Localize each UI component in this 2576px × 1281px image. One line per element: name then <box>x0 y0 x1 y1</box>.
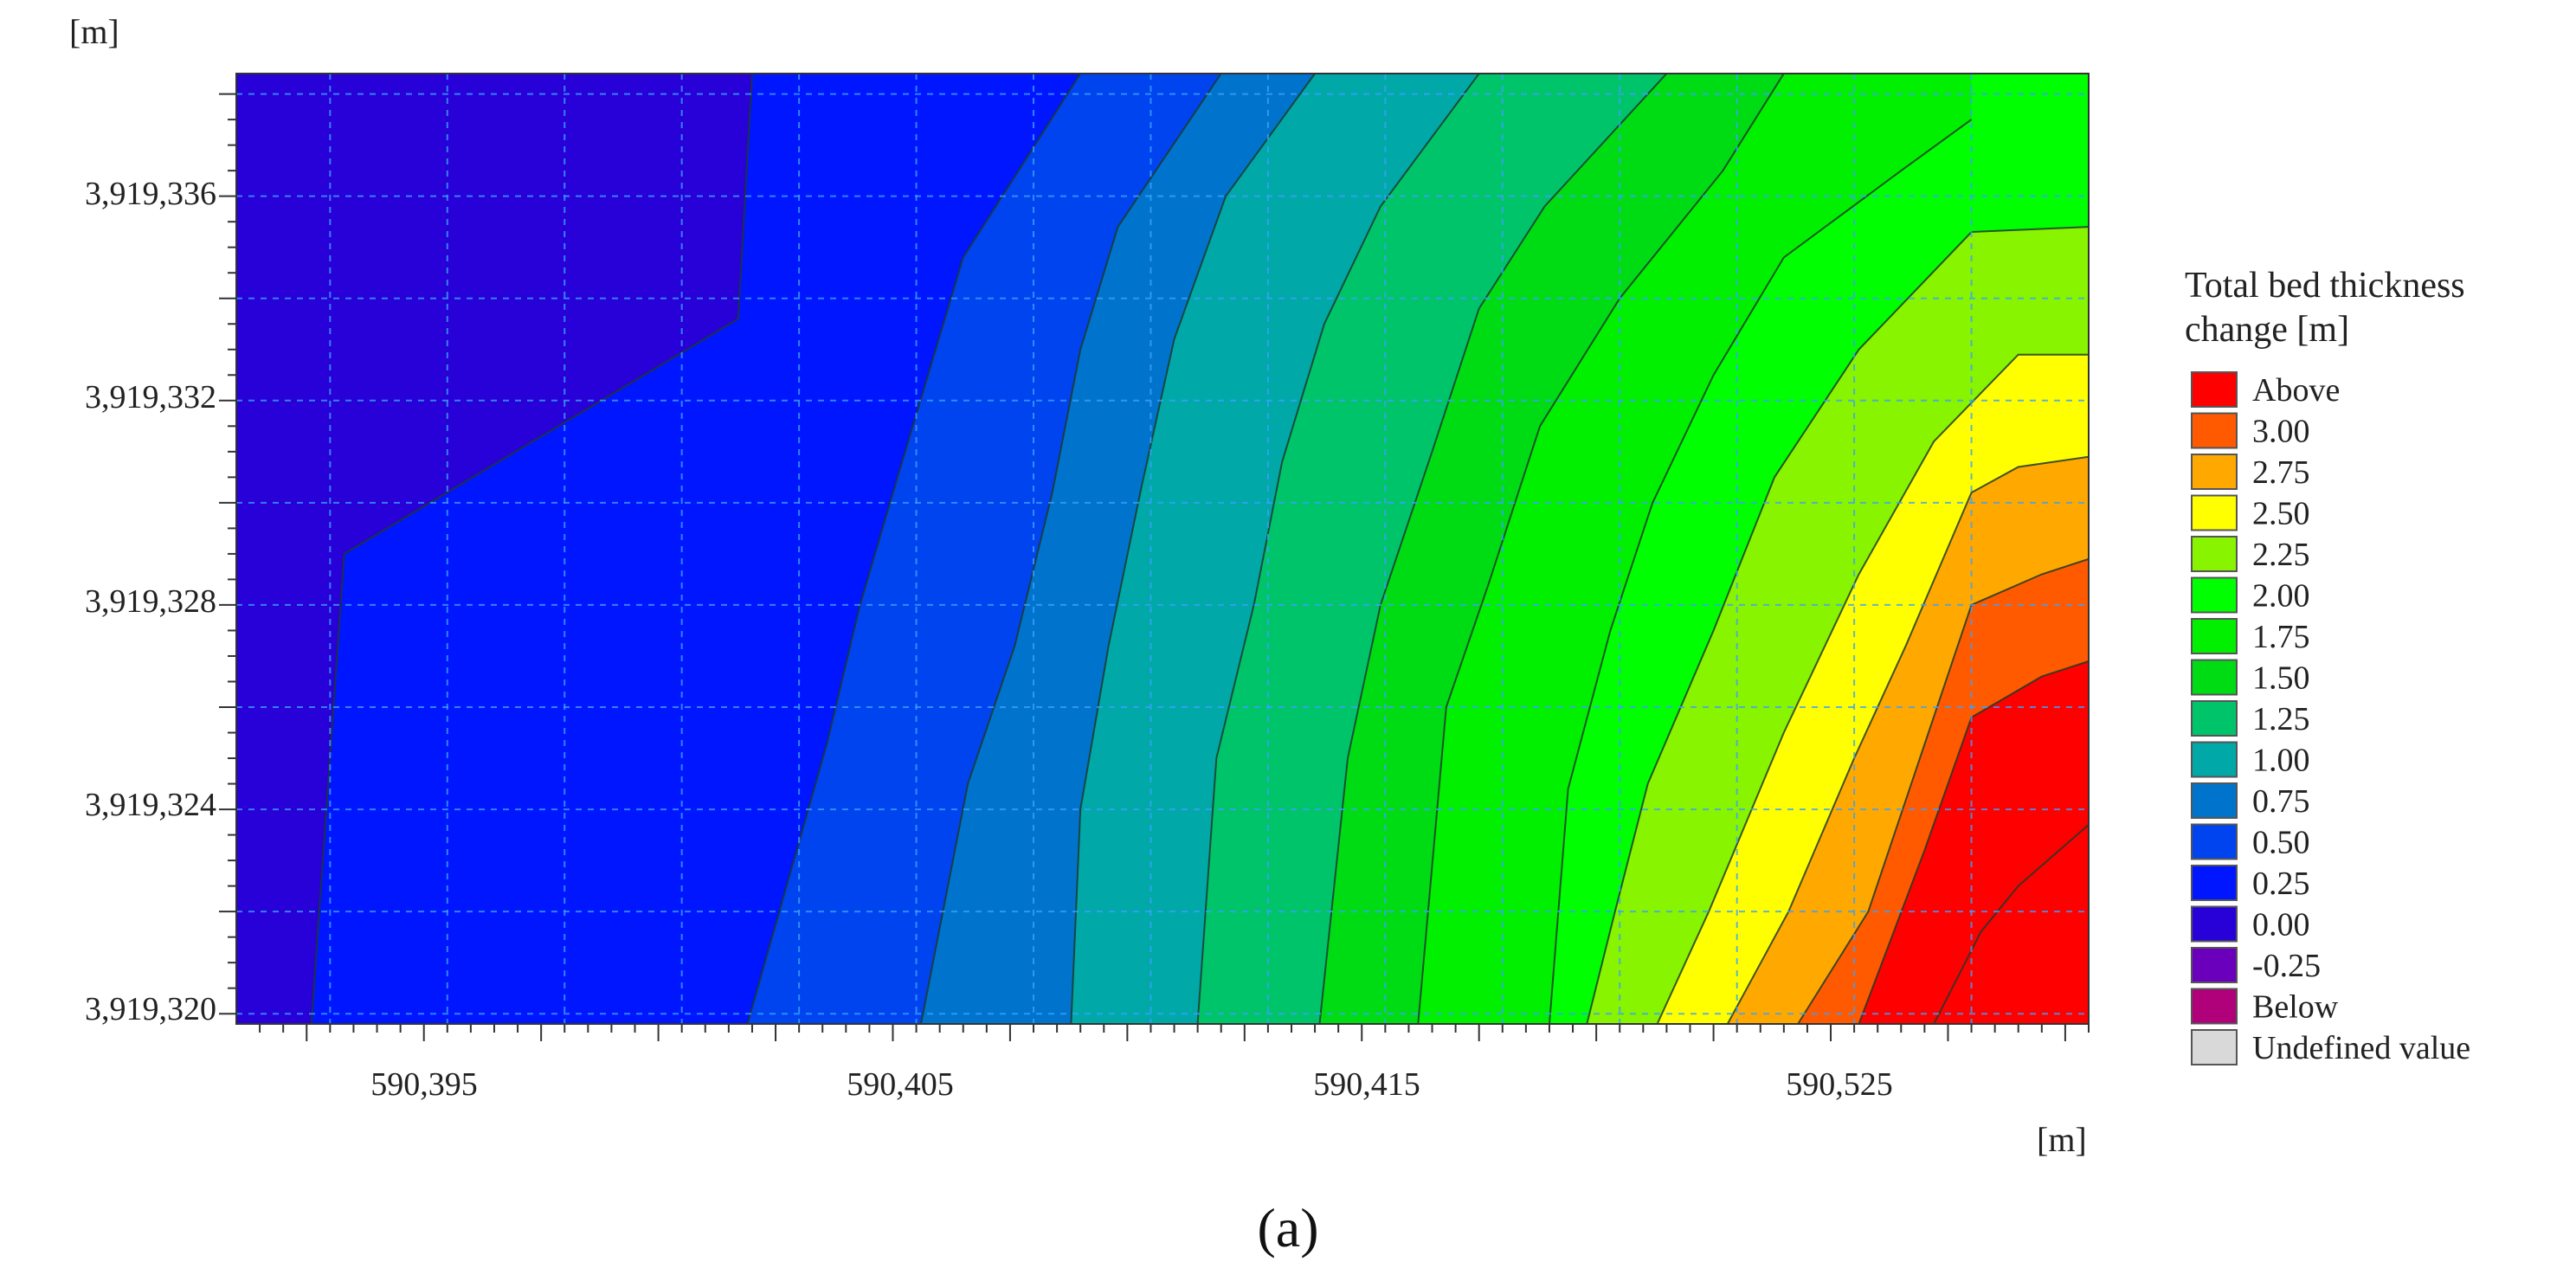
legend-label: 0.00 <box>2252 907 2310 943</box>
legend-label: -0.25 <box>2252 948 2321 984</box>
plot-area <box>235 73 2090 1025</box>
axis-ticks <box>219 93 2090 1041</box>
x-tick-label: 590,405 <box>847 1066 954 1103</box>
legend-label: 1.00 <box>2252 743 2310 779</box>
legend-swatch <box>2191 659 2238 696</box>
y-tick-label: 3,919,332 <box>85 379 216 415</box>
legend-swatch <box>2191 988 2238 1025</box>
x-tick-label: 590,415 <box>1313 1066 1420 1103</box>
contour-line <box>1417 74 1785 1024</box>
contour-line <box>1070 74 1316 1024</box>
legend-label: 2.50 <box>2252 496 2310 532</box>
plot-frame <box>235 73 2090 1025</box>
contour-bands <box>236 74 2089 1024</box>
legend-label: 1.50 <box>2252 660 2310 697</box>
legend-swatch <box>2191 782 2238 819</box>
contour-line <box>1656 353 2089 1024</box>
legend-swatch <box>2191 700 2238 737</box>
legend-label: 1.75 <box>2252 619 2310 655</box>
legend-entries: Above 3.00 2.75 2.50 2.25 2.00 1.75 1.50 1.25 1.0… <box>2191 371 2470 1066</box>
y-tick-label: 3,919,336 <box>85 176 216 212</box>
contour-line <box>310 74 753 1024</box>
contour-line <box>1549 119 1973 1024</box>
legend-swatch <box>2191 618 2238 654</box>
contour-band <box>1934 824 2089 1024</box>
legend-swatch <box>2191 1029 2238 1065</box>
legend-title-line-2: change [m] <box>2185 310 2349 350</box>
legend-label: 0.50 <box>2252 825 2310 861</box>
x-axis-unit: [m] <box>2037 1120 2087 1159</box>
legend-label: 2.00 <box>2252 578 2310 615</box>
legend-label: 2.75 <box>2252 454 2310 491</box>
y-tick-label: 3,919,320 <box>85 991 216 1027</box>
contour-line <box>920 74 1222 1024</box>
legend-swatch <box>2191 494 2238 531</box>
figure-caption: (a) <box>1257 1197 1318 1258</box>
legend-swatch <box>2191 536 2238 572</box>
x-tick-labels: 590,395 590,405 590,415 590,525 <box>370 1066 1893 1103</box>
legend: Total bed thickness change [m] Above 3.00… <box>2185 266 2470 1066</box>
legend-swatch <box>2191 454 2238 490</box>
legend-label: 0.25 <box>2252 866 2310 902</box>
legend-swatch <box>2191 823 2238 860</box>
contour-line <box>1933 824 2089 1024</box>
y-tick-labels: 3,919,336 3,919,332 3,919,328 3,919,324 … <box>85 176 216 1027</box>
legend-label: 3.00 <box>2252 414 2310 450</box>
contour-line <box>1318 74 1668 1024</box>
legend-swatch <box>2191 741 2238 778</box>
y-tick-label: 3,919,324 <box>85 787 216 823</box>
grid-lines <box>236 74 2089 1024</box>
x-tick-label: 590,525 <box>1786 1066 1893 1103</box>
contour-line <box>1196 74 1480 1024</box>
contour-line <box>1858 660 2089 1024</box>
legend-label: Below <box>2252 989 2339 1026</box>
x-tick-label: 590,395 <box>370 1066 478 1103</box>
legend-label: 0.75 <box>2252 783 2310 820</box>
legend-swatch <box>2191 947 2238 983</box>
legend-title-line-1: Total bed thickness <box>2185 266 2465 306</box>
legend-label: Undefined value <box>2252 1030 2470 1066</box>
y-tick-label: 3,919,328 <box>85 583 216 620</box>
contour-line <box>746 74 1082 1024</box>
legend-label: Above <box>2252 372 2340 409</box>
legend-label: 2.25 <box>2252 537 2310 573</box>
legend-swatch <box>2191 412 2238 449</box>
contour-band <box>1858 74 2089 1024</box>
y-axis-unit: [m] <box>69 12 119 51</box>
contour-line <box>1797 557 2089 1024</box>
legend-swatch <box>2191 576 2238 614</box>
legend-swatch <box>2191 371 2238 408</box>
legend-label: 1.25 <box>2252 701 2310 737</box>
legend-swatch <box>2191 905 2238 943</box>
legend-swatch <box>2191 865 2238 901</box>
